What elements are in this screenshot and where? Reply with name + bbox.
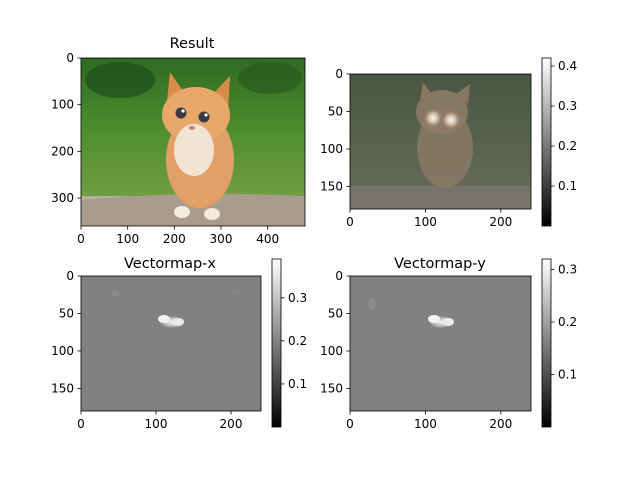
result-yticks: 0 100 200 300 <box>51 51 81 205</box>
y-tick-label: 50 <box>328 307 343 321</box>
x-tick-label: 400 <box>256 232 279 246</box>
colorbar-tick-label: 0.1 <box>558 368 577 382</box>
weighted-yticks: 0 50 100 150 <box>320 67 350 194</box>
x-tick-label: 200 <box>489 417 512 431</box>
colorbar-tick-label: 0.3 <box>558 263 577 277</box>
x-tick-label: 200 <box>163 232 186 246</box>
x-tick-label: 200 <box>489 215 512 229</box>
colorbar-tick-label: 0.3 <box>558 99 577 113</box>
vectormap-x-image <box>81 276 261 411</box>
vectormap-x-colorbar-ticks: 0.1 0.2 0.3 <box>281 291 307 391</box>
y-tick-label: 50 <box>59 307 74 321</box>
colorbar-tick-label: 0.2 <box>288 334 307 348</box>
y-tick-label: 0 <box>335 269 343 283</box>
colorbar-tick-label: 0.1 <box>558 179 577 193</box>
y-tick-label: 0 <box>66 269 74 283</box>
y-tick-label: 0 <box>66 51 74 65</box>
x-tick-label: 0 <box>346 215 354 229</box>
x-tick-label: 200 <box>220 417 243 431</box>
x-tick-label: 0 <box>77 417 85 431</box>
vectormap-x-yticks: 0 50 100 150 <box>51 269 81 396</box>
result-panel: Result 0 100 200 300 400 0 100 200 300 <box>51 36 306 246</box>
y-tick-label: 0 <box>335 67 343 81</box>
result-image <box>81 58 305 226</box>
x-tick-label: 100 <box>414 417 437 431</box>
vectormap-x-xticks: 0 100 200 <box>77 411 242 431</box>
colorbar-tick-label: 0.4 <box>558 59 577 73</box>
weighted-colorbar <box>541 57 552 227</box>
y-tick-label: 50 <box>328 105 343 119</box>
result-frame <box>80 57 306 227</box>
x-tick-label: 100 <box>414 215 437 229</box>
y-tick-label: 150 <box>320 382 343 396</box>
y-tick-label: 150 <box>320 180 343 194</box>
vectormap-x-title: Vectormap-x <box>124 256 216 272</box>
colorbar-tick-label: 0.1 <box>288 377 307 391</box>
x-tick-label: 300 <box>210 232 233 246</box>
vectormap-x-frame <box>80 275 262 412</box>
vectormap-y-title: Vectormap-y <box>394 256 486 272</box>
vectormap-x-colorbar <box>271 258 282 428</box>
vectormap-y-panel: Vectormap-y 0 100 200 0 50 100 150 0.1 0.2 0.3 <box>320 256 577 431</box>
weighted-image <box>350 74 531 209</box>
vectormap-y-yticks: 0 50 100 150 <box>320 269 350 396</box>
vectormap-x-panel: Vectormap-x 0 100 200 0 50 100 150 0.1 0.2 0.3 <box>51 256 307 431</box>
colorbar-tick-label: 0.2 <box>558 139 577 153</box>
x-tick-label: 100 <box>116 232 139 246</box>
vectormap-y-colorbar <box>541 258 552 428</box>
weighted-xticks: 0 100 200 <box>346 209 512 229</box>
result-title: Result <box>170 36 215 52</box>
x-tick-label: 100 <box>145 417 168 431</box>
vectormap-y-image <box>350 276 531 411</box>
weighted-panel: 0 100 200 0 50 100 150 0.1 0.2 0.3 0.4 <box>320 57 577 229</box>
y-tick-label: 300 <box>51 191 74 205</box>
weighted-colorbar-ticks: 0.1 0.2 0.3 0.4 <box>551 59 577 193</box>
weighted-frame <box>349 73 532 210</box>
y-tick-label: 100 <box>51 98 74 112</box>
vectormap-y-xticks: 0 100 200 <box>346 411 512 431</box>
vectormap-y-colorbar-ticks: 0.1 0.2 0.3 <box>551 263 577 382</box>
y-tick-label: 100 <box>51 344 74 358</box>
vectormap-y-frame <box>349 275 532 412</box>
colorbar-tick-label: 0.2 <box>558 315 577 329</box>
colorbar-tick-label: 0.3 <box>288 291 307 305</box>
x-tick-label: 0 <box>77 232 85 246</box>
y-tick-label: 100 <box>320 142 343 156</box>
y-tick-label: 150 <box>51 382 74 396</box>
y-tick-label: 100 <box>320 344 343 358</box>
result-xticks: 0 100 200 300 400 <box>77 226 279 246</box>
y-tick-label: 200 <box>51 144 74 158</box>
x-tick-label: 0 <box>346 417 354 431</box>
